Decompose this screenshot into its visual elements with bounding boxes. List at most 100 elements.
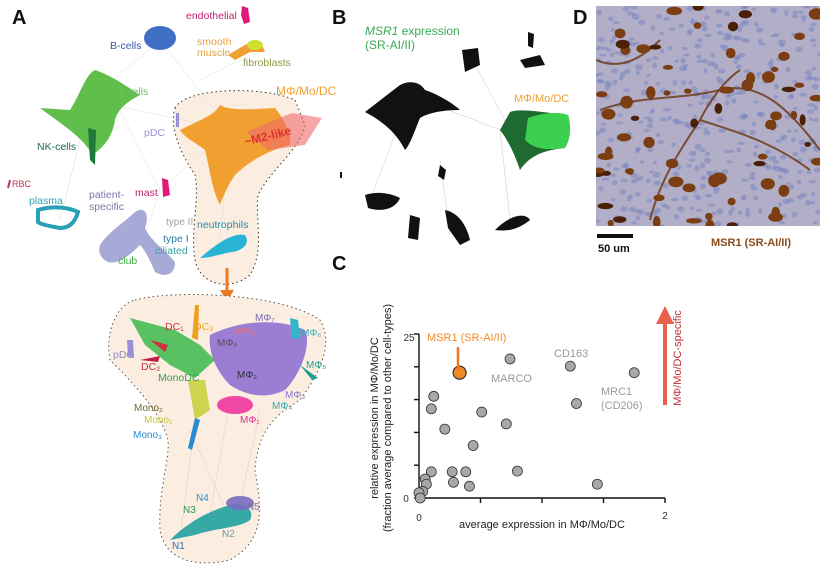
nucleus bbox=[639, 160, 645, 164]
label-mono2: Mono₂ bbox=[134, 403, 163, 414]
nucleus bbox=[777, 202, 783, 207]
nucleus bbox=[703, 68, 708, 74]
nucleus bbox=[729, 149, 735, 154]
nucleus bbox=[809, 38, 817, 43]
m2-arrow-shape bbox=[246, 113, 322, 150]
nucleus bbox=[723, 32, 729, 37]
nucleus bbox=[753, 195, 759, 201]
stained-macrophage bbox=[636, 44, 651, 54]
nucleus bbox=[646, 178, 651, 184]
nucleus bbox=[722, 128, 727, 133]
label-mf3: MΦ₃ bbox=[285, 390, 305, 401]
scale-bar-label: 50 um bbox=[598, 243, 630, 255]
annotation-specific: MΦ/Mo/DC-specific bbox=[672, 310, 684, 406]
data-point bbox=[414, 492, 426, 504]
nucleus bbox=[691, 86, 698, 92]
panel-c-scatter: 25 0 0 2 average expression in MΦ/Mo/DC … bbox=[369, 304, 684, 532]
stained-macrophage bbox=[794, 32, 805, 41]
stained-macrophage bbox=[760, 178, 775, 190]
nucleus bbox=[638, 120, 644, 124]
nucleus bbox=[631, 220, 638, 225]
stained-macrophage bbox=[727, 197, 736, 206]
nucleus bbox=[786, 181, 791, 185]
nucleus bbox=[701, 58, 708, 64]
nucleus bbox=[612, 79, 618, 85]
nucleus bbox=[716, 208, 724, 215]
stained-macrophage bbox=[804, 141, 811, 147]
stained-macrophage bbox=[757, 153, 768, 160]
nucleus bbox=[808, 117, 813, 122]
nucleus bbox=[620, 178, 628, 183]
cluster-tcells bbox=[40, 70, 140, 155]
nucleus bbox=[660, 48, 665, 54]
nucleus bbox=[742, 19, 750, 26]
panel-label-a: A bbox=[12, 7, 26, 29]
panel-a-subclusters bbox=[108, 294, 327, 564]
cluster-nk bbox=[88, 128, 96, 165]
cluster-neutrophils bbox=[200, 234, 247, 258]
panel-label-b: B bbox=[332, 7, 346, 29]
label-specific: specific bbox=[89, 201, 124, 213]
nucleus bbox=[745, 207, 750, 214]
nucleus bbox=[768, 155, 774, 162]
nucleus bbox=[668, 45, 673, 51]
data-point bbox=[448, 476, 459, 488]
nucleus bbox=[750, 183, 755, 188]
nucleus bbox=[799, 146, 807, 153]
data-point bbox=[564, 360, 576, 372]
stained-macrophage bbox=[620, 95, 633, 109]
nucleus bbox=[635, 215, 641, 221]
stained-macrophage bbox=[596, 167, 605, 174]
nucleus bbox=[749, 129, 756, 136]
nucleus bbox=[712, 187, 720, 191]
label-n4: N4 bbox=[196, 493, 209, 504]
nucleus bbox=[598, 186, 604, 192]
cluster-bcells bbox=[144, 26, 176, 50]
nucleus bbox=[688, 80, 694, 85]
nucleus bbox=[628, 206, 637, 213]
stained-macrophage bbox=[615, 39, 630, 49]
stained-macrophage bbox=[745, 72, 756, 85]
nucleus bbox=[680, 58, 686, 64]
nucleus bbox=[779, 154, 787, 160]
label-smooth: smooth bbox=[197, 36, 232, 48]
nucleus bbox=[710, 52, 716, 58]
stained-macrophage bbox=[630, 115, 640, 121]
cluster-plasma bbox=[36, 205, 81, 231]
nucleus bbox=[612, 35, 617, 40]
nucleus bbox=[611, 198, 616, 202]
nucleus bbox=[745, 211, 751, 217]
nucleus bbox=[754, 144, 760, 149]
nucleus bbox=[706, 171, 712, 176]
nucleus bbox=[812, 118, 819, 122]
stained-macrophage bbox=[770, 111, 782, 121]
nucleus bbox=[734, 55, 742, 60]
label-mono3: Mono₃ bbox=[133, 430, 162, 441]
panel-a-top-labels: endothelial smooth muscle fibroblasts B-… bbox=[12, 10, 337, 267]
nucleus bbox=[753, 151, 758, 158]
label-dc1: DC₁ bbox=[165, 321, 184, 333]
stained-macrophage bbox=[624, 168, 633, 174]
stained-macrophage bbox=[770, 66, 779, 72]
stained-macrophage bbox=[614, 28, 626, 39]
nucleus bbox=[764, 149, 771, 155]
label-mono1: Mono₁ bbox=[144, 415, 173, 426]
scatter-points bbox=[413, 353, 640, 504]
data-point bbox=[439, 423, 451, 435]
nucleus bbox=[674, 118, 682, 125]
nucleus bbox=[757, 38, 763, 44]
nucleus bbox=[619, 189, 627, 195]
stained-macrophage bbox=[649, 44, 662, 50]
stained-macrophage bbox=[643, 136, 655, 149]
nucleus bbox=[702, 130, 711, 136]
annotation-marco: MARCO bbox=[491, 373, 532, 385]
nucleus bbox=[740, 38, 747, 42]
nucleus bbox=[653, 180, 661, 186]
nucleus bbox=[811, 191, 816, 197]
nucleus bbox=[701, 26, 708, 32]
label-mf9: MΦ₉ bbox=[217, 338, 237, 349]
nucleus bbox=[662, 108, 668, 112]
data-point bbox=[504, 353, 516, 365]
nucleus bbox=[786, 129, 792, 134]
